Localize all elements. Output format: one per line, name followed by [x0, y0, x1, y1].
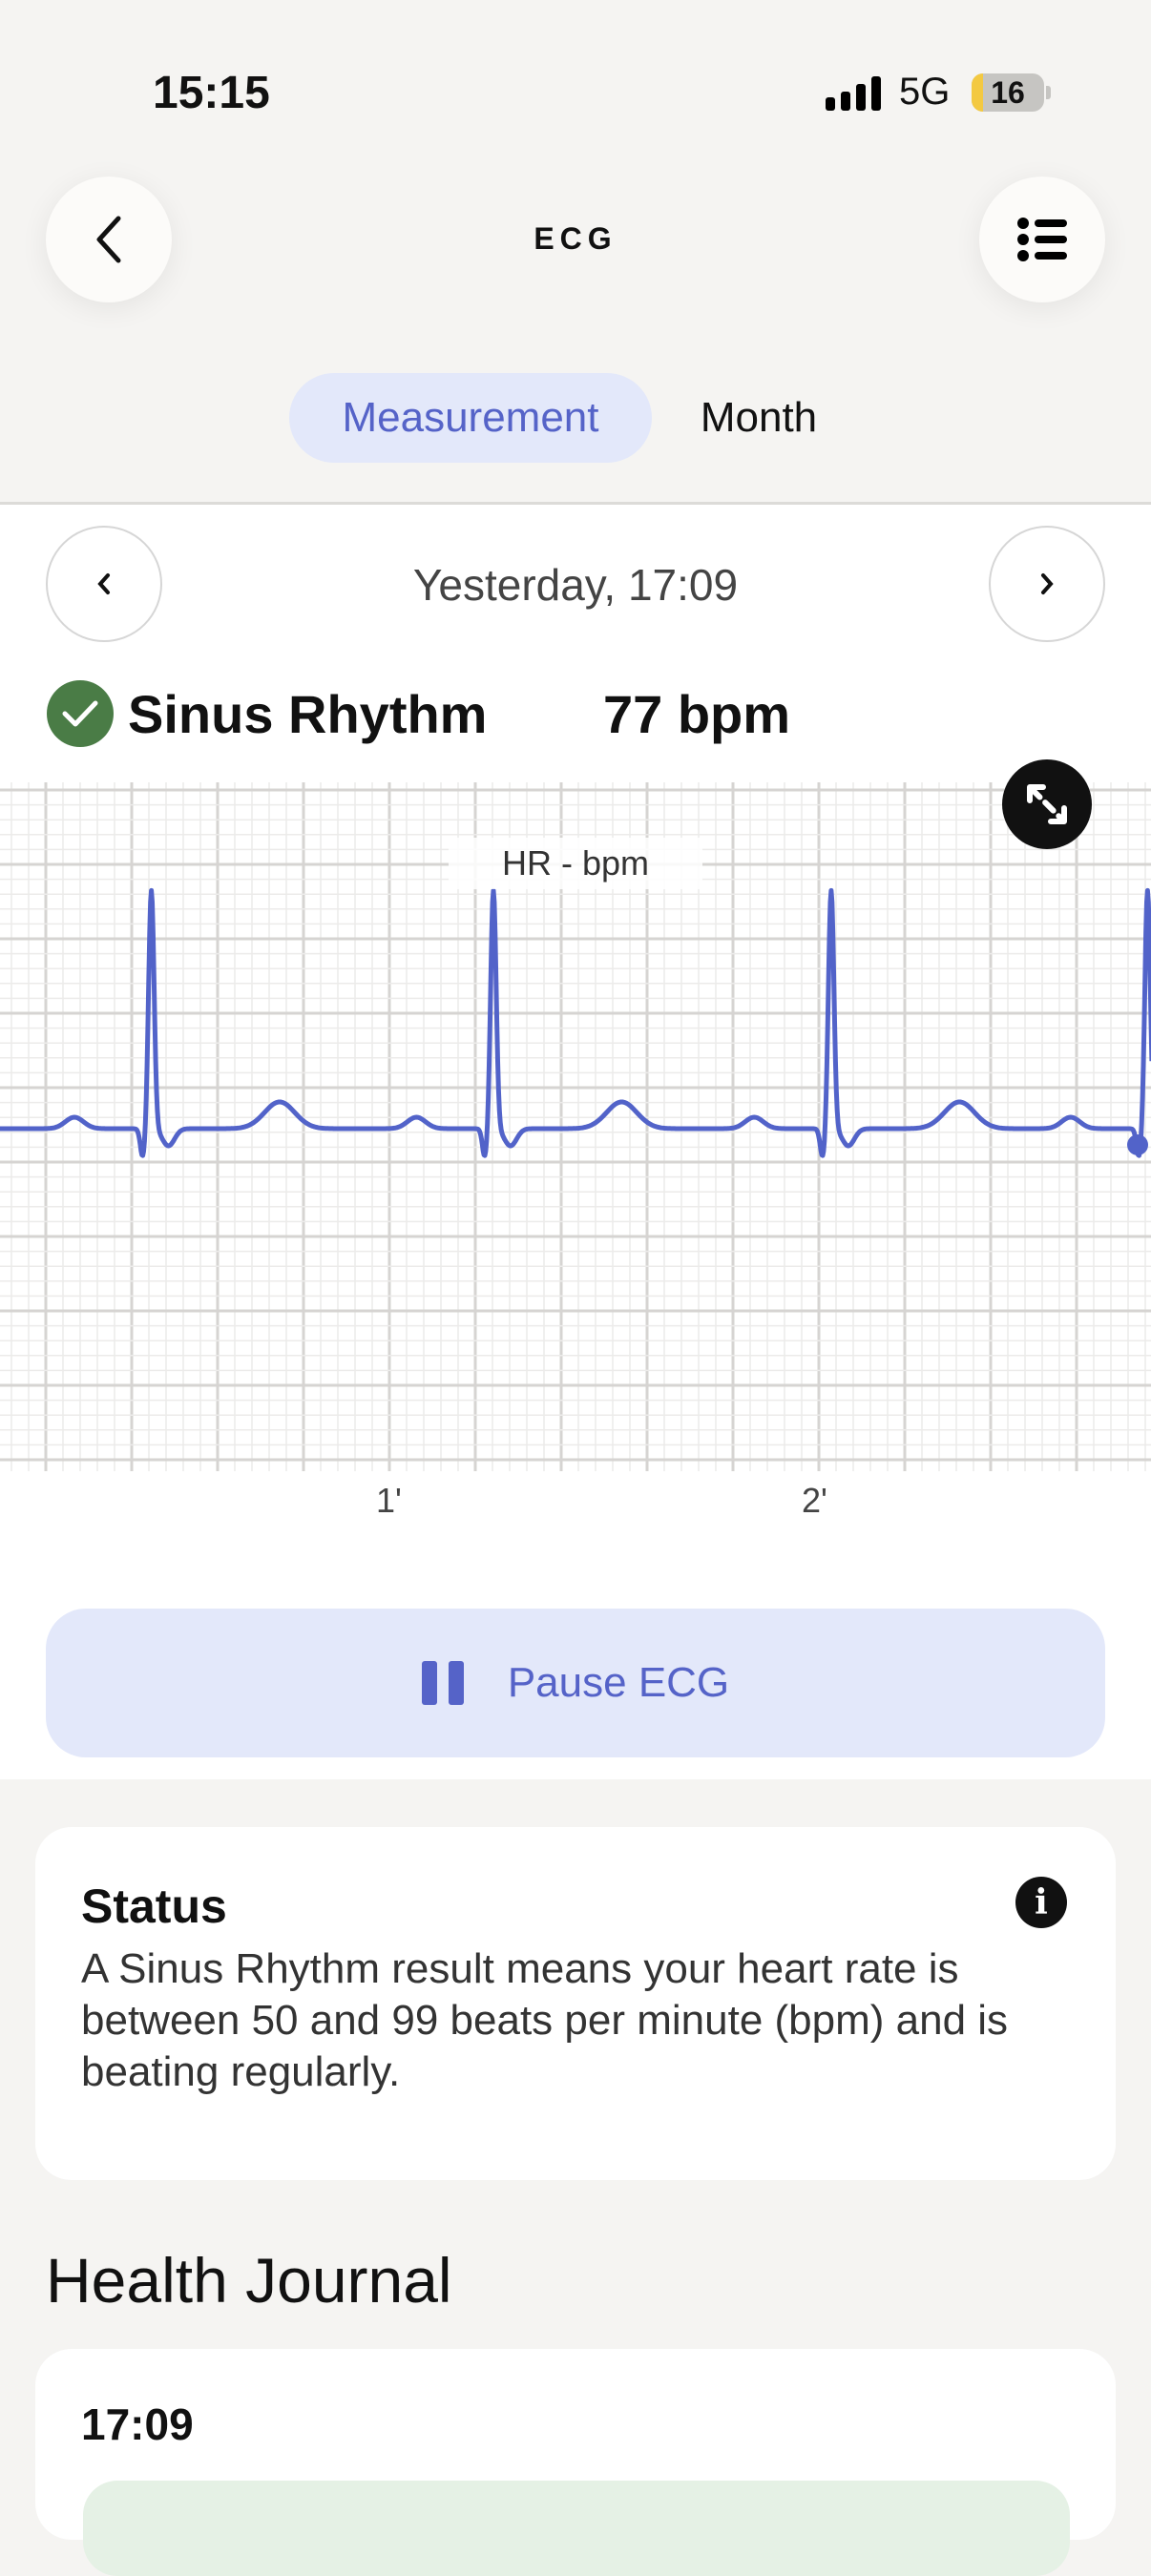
chart-title: HR - bpm: [449, 838, 702, 889]
status-card: Status i A Sinus Rhythm result means you…: [35, 1827, 1116, 2180]
journal-entry-box[interactable]: [83, 2481, 1070, 2576]
status-title: Status: [81, 1880, 227, 1933]
x-tick-label: 2': [802, 1481, 827, 1520]
chevron-left-icon: [96, 216, 121, 263]
battery-icon: 16: [972, 73, 1044, 112]
journal-title: Health Journal: [46, 2245, 452, 2316]
info-icon[interactable]: i: [1015, 1877, 1067, 1928]
status-body: A Sinus Rhythm result means your heart r…: [81, 1945, 1009, 2095]
back-button[interactable]: [46, 177, 172, 302]
tab-month[interactable]: Month: [700, 394, 818, 441]
page-title: ECG: [534, 221, 617, 256]
list-icon: [1017, 218, 1067, 261]
ecg-cursor-dot: [1127, 1134, 1148, 1155]
x-tick-label: 1': [376, 1481, 402, 1520]
chevron-left-icon: [97, 573, 110, 594]
heart-rate: 77 bpm: [603, 684, 791, 744]
measurement-date: Yesterday, 17:09: [412, 560, 739, 610]
battery-level: 16: [991, 75, 1025, 110]
pause-icon: [421, 1661, 464, 1705]
battery-cap: [1046, 86, 1051, 99]
pause-ecg-label: Pause ECG: [507, 1659, 730, 1706]
signal-icon: [826, 76, 881, 111]
ecg-grid: [0, 782, 1151, 1471]
next-button[interactable]: [989, 526, 1105, 642]
previous-button[interactable]: [46, 526, 162, 642]
expand-button[interactable]: [1002, 759, 1092, 849]
status-time: 15:15: [153, 68, 270, 118]
ecg-trace: [0, 887, 1151, 1158]
tab-measurement[interactable]: Measurement: [289, 373, 652, 463]
ecg-chart: [0, 782, 1151, 1471]
journal-entry-time: 17:09: [81, 2399, 194, 2449]
chevron-right-icon: [1041, 573, 1054, 594]
expand-icon: [1027, 784, 1067, 824]
measurement-panel: [0, 502, 1151, 1779]
menu-button[interactable]: [979, 177, 1105, 302]
network-label: 5G: [899, 71, 951, 113]
rhythm-result: Sinus Rhythm: [128, 684, 488, 744]
journal-card[interactable]: 17:09: [35, 2349, 1116, 2576]
check-icon: [47, 680, 114, 747]
pause-ecg-button[interactable]: Pause ECG: [46, 1609, 1105, 1757]
